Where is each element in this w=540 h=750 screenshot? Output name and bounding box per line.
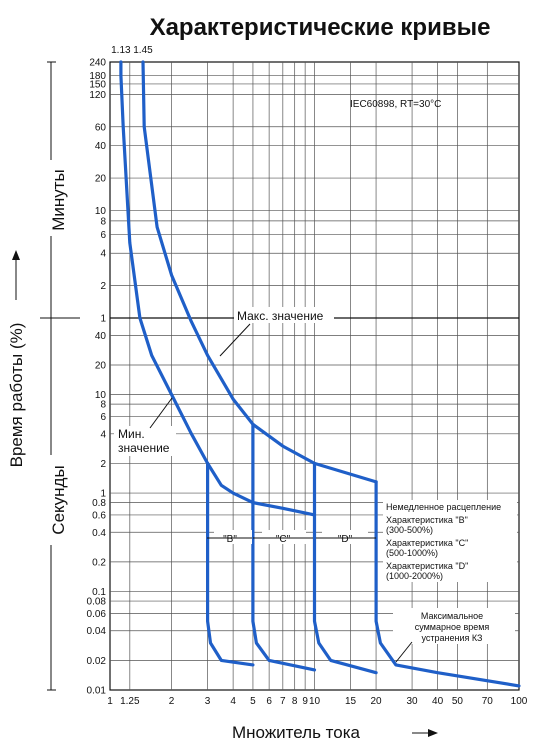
x-tick-label: 9: [302, 696, 308, 707]
curve-series-3: [206, 461, 255, 667]
y-tick-label-seconds: 2: [100, 459, 106, 470]
curve-series-2: [206, 461, 317, 517]
max-clear-line-3: устранения КЗ: [422, 633, 483, 643]
y-tick-label-minutes: 4: [100, 249, 106, 260]
x-tick-label: 30: [407, 696, 419, 707]
curve-series-0: [119, 60, 210, 465]
y-tick-label-minutes: 180: [89, 71, 106, 82]
max-clear-line-2: суммарное время: [415, 622, 490, 632]
y-tick-label-seconds: 6: [100, 412, 106, 423]
min-label-bg: [114, 426, 176, 456]
chart-title: Характеристические кривые: [150, 14, 491, 41]
y-tick-label-seconds: 4: [100, 429, 106, 440]
y-tick-label-seconds: 0.6: [92, 510, 106, 521]
y-tick-label-minutes: 20: [95, 174, 107, 185]
x-tick-label: 10: [309, 696, 321, 707]
x-tick-label: 2: [169, 696, 175, 707]
x-tick-label: 15: [345, 696, 357, 707]
y-tick-label-seconds: 10: [95, 390, 107, 401]
y-tick-label-seconds: 40: [95, 331, 107, 342]
char-b-range: (300-500%): [386, 525, 433, 535]
instant-trip-title: Немедленное расцепление: [386, 502, 501, 512]
y-axis-label: Время работы (%): [7, 323, 26, 468]
curves: [119, 60, 521, 688]
max-label-bg: [234, 307, 334, 323]
x-tick-label: 3: [205, 696, 211, 707]
standard-note: IEC60898, RT=30°C: [350, 99, 441, 110]
char-c-range: (500-1000%): [386, 548, 438, 558]
x-tick-label: 20: [370, 696, 382, 707]
y-tick-label-minutes: 2: [100, 281, 106, 292]
y-tick-label-minutes: 8: [100, 216, 106, 227]
x-tick-label: 4: [230, 696, 236, 707]
band-c-label: "C": [276, 534, 291, 545]
y-tick-label-seconds: 0.02: [87, 656, 107, 667]
min-value-label-2: значение: [118, 441, 170, 455]
y-axis-arrow-head: [12, 250, 20, 260]
x-tick-label: 6: [266, 696, 272, 707]
max-value-label: Макс. значение: [237, 309, 324, 323]
y-tick-label-seconds: 1: [100, 489, 106, 500]
x-axis-label: Множитель тока: [232, 723, 361, 742]
y-tick-label-minutes: 150: [89, 79, 106, 90]
curve-series-1: [141, 60, 378, 484]
y-tick-label-minutes: 10: [95, 206, 107, 217]
x-tick-label: 1: [107, 696, 113, 707]
x-tick-label: 8: [292, 696, 298, 707]
max-clear-leader: [395, 641, 413, 663]
max-label-leader: [219, 323, 251, 357]
curve-series-5: [312, 461, 378, 675]
char-d-range: (1000-2000%): [386, 571, 443, 581]
x-tick-label: 1.25: [120, 696, 140, 707]
y-tick-label-seconds: 8: [100, 400, 106, 411]
band-b-label: "B": [223, 534, 237, 545]
y-tick-label-minutes: 40: [95, 141, 107, 152]
char-c-label: Характеристика "C": [386, 538, 468, 548]
y-tick-label-minutes: 60: [95, 122, 107, 133]
y-tick-label-seconds: 0.06: [87, 609, 107, 620]
x-tick-label: 40: [432, 696, 444, 707]
band-d-label: "D": [338, 534, 353, 545]
y-tick-label-minutes: 1: [100, 314, 106, 325]
instant-trip-legend-bg: [383, 500, 517, 582]
x-axis-arrow-head: [428, 729, 438, 737]
char-d-label: Характеристика "D": [386, 561, 468, 571]
y-tick-label-minutes: 6: [100, 230, 106, 241]
top-tick-label: 1.45: [133, 45, 153, 56]
x-tick-label: 50: [452, 696, 464, 707]
min-label-leader: [149, 397, 173, 429]
seconds-label: Секунды: [49, 465, 68, 534]
y-tick-label-seconds: 0.4: [92, 528, 106, 539]
y-tick-label-seconds: 0.01: [87, 686, 107, 697]
min-value-label-1: Мин.: [118, 427, 145, 441]
y-tick-label-seconds: 0.08: [87, 597, 107, 608]
y-tick-label-seconds: 0.04: [87, 626, 107, 637]
y-tick-label-seconds: 0.1: [92, 587, 106, 598]
top-tick-label: 1.13: [111, 45, 131, 56]
y-tick-label-minutes: 240: [89, 58, 106, 69]
x-tick-label: 5: [250, 696, 256, 707]
char-b-label: Характеристика "B": [386, 515, 468, 525]
curve-series-6: [374, 480, 521, 688]
y-tick-label-seconds: 20: [95, 360, 107, 371]
y-tick-label-minutes: 120: [89, 90, 106, 101]
x-tick-label: 7: [280, 696, 286, 707]
minutes-label: Минуты: [49, 169, 68, 231]
y-tick-label-seconds: 0.8: [92, 498, 106, 509]
max-clear-bg: [393, 608, 515, 644]
y-tick-label-seconds: 0.2: [92, 557, 106, 568]
max-clear-line-1: Максимальное: [421, 611, 483, 621]
curve-series-4: [251, 422, 317, 672]
x-tick-label: 70: [482, 696, 494, 707]
x-tick-label: 100: [511, 696, 528, 707]
